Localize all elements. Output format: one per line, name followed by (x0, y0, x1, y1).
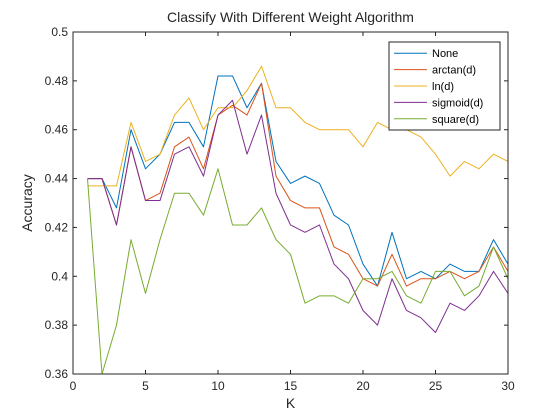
series-line-2 (87, 82, 509, 287)
series-line-4 (87, 99, 509, 333)
y-tick-label: 0.48 (45, 74, 69, 88)
x-tick-label: 5 (142, 379, 149, 393)
y-axis: 0.36 0.38 0.4 0.42 0.44 0.46 0.48 0.5 (45, 25, 508, 381)
legend-label: square(d) (432, 114, 479, 126)
series-layer (87, 65, 509, 375)
legend-label: ln(d) (432, 81, 454, 93)
legend-label: None (432, 48, 458, 60)
x-tick-label: 25 (429, 379, 443, 393)
legend-label: sigmoid(d) (432, 97, 483, 109)
y-tick-label: 0.36 (45, 367, 69, 381)
legend-label: arctan(d) (432, 65, 476, 77)
x-tick-label: 10 (211, 379, 225, 393)
series-line-5 (87, 168, 509, 375)
y-tick-label: 0.4 (51, 269, 68, 283)
legend-items: None arctan(d) ln(d) sigmoid(d) square(d) (394, 48, 483, 126)
x-tick-label: 15 (284, 379, 298, 393)
x-axis-title: K (286, 395, 296, 411)
x-tick-label: 20 (356, 379, 370, 393)
x-tick-label: 30 (501, 379, 515, 393)
x-axis: 0 5 10 15 20 25 30 (70, 32, 515, 393)
legend: None arctan(d) ln(d) sigmoid(d) square(d) (388, 41, 501, 131)
y-tick-label: 0.38 (45, 318, 69, 332)
chart-title: Classify With Different Weight Algorithm (167, 9, 414, 25)
y-tick-label: 0.46 (45, 123, 69, 137)
series-line-3 (87, 65, 509, 187)
x-tick-label: 0 (70, 379, 77, 393)
y-tick-label: 0.5 (51, 25, 68, 39)
y-tick-label: 0.42 (45, 220, 69, 234)
series-line-1 (87, 75, 509, 287)
y-tick-label: 0.44 (45, 172, 69, 186)
y-axis-title: Accuracy (19, 174, 35, 232)
